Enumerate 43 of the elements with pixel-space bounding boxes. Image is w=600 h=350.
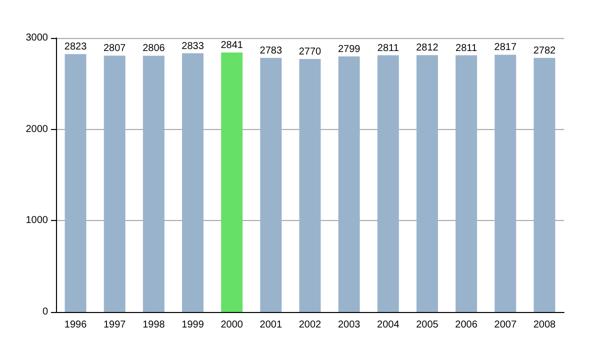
data-label: 2782 <box>533 45 556 56</box>
bar <box>260 58 282 312</box>
data-label: 2807 <box>103 43 126 54</box>
data-label: 2811 <box>456 42 478 54</box>
bar <box>142 56 164 312</box>
data-label: 2811 <box>377 42 400 54</box>
data-label: 2799 <box>338 44 361 55</box>
bar <box>377 55 399 312</box>
data-label: 2806 <box>142 43 166 54</box>
data-label: 2817 <box>494 42 517 54</box>
data-label: 2841 <box>220 40 244 52</box>
y-tick-label: 3000 <box>26 32 48 44</box>
bar <box>64 54 86 312</box>
x-tick-label: 2006 <box>455 320 478 330</box>
y-tick-label: 1000 <box>26 215 48 226</box>
bar <box>456 55 478 312</box>
x-tick-label: 2008 <box>533 320 556 330</box>
x-tick-label: 2007 <box>494 320 517 330</box>
data-label: 2823 <box>64 42 88 53</box>
bar <box>494 54 516 312</box>
bar <box>299 59 321 312</box>
x-tick-label: 1996 <box>64 320 88 330</box>
x-tick-label: 1999 <box>182 320 204 330</box>
bar <box>416 55 438 312</box>
x-tick-label: 2000 <box>220 320 244 330</box>
data-label: 2783 <box>260 45 282 56</box>
x-tick-label: 2001 <box>260 320 282 330</box>
bar <box>182 53 204 312</box>
y-tick-label: 0 <box>42 306 48 318</box>
x-tick-label: 1998 <box>142 320 166 330</box>
x-tick-label: 2004 <box>377 320 400 330</box>
data-label: 2833 <box>182 40 204 52</box>
x-tick-label: 2003 <box>338 320 361 330</box>
bar <box>338 56 360 312</box>
data-label: 2812 <box>416 42 439 54</box>
bar <box>104 56 126 312</box>
bar <box>221 52 243 312</box>
bar <box>534 58 556 312</box>
x-tick-label: 2002 <box>298 320 322 330</box>
x-tick-label: 2005 <box>416 320 439 330</box>
x-tick-label: 1997 <box>103 320 126 330</box>
data-label: 2770 <box>298 46 322 58</box>
y-tick-label: 2000 <box>26 124 48 135</box>
